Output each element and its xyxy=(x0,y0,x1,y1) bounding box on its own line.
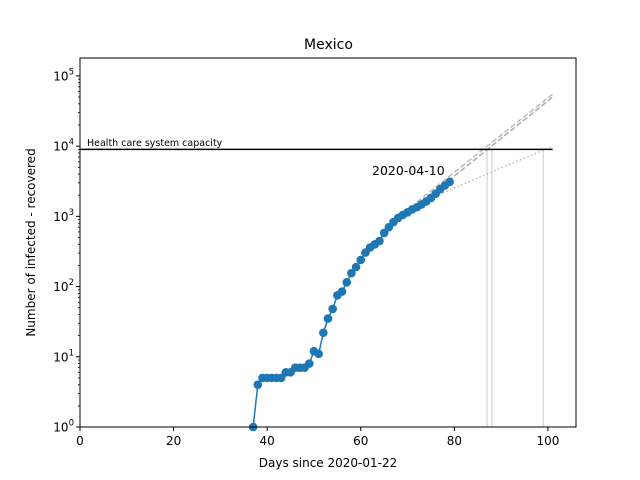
date-annotation: 2020-04-10 xyxy=(372,163,445,178)
y-axis-label: Number of infected - recovered xyxy=(24,148,38,336)
data-point xyxy=(304,359,314,368)
plot-area: Health care system capacity 2020-04-10 xyxy=(80,93,554,432)
data-point xyxy=(253,380,263,390)
x-axis-ticks: 0 20 40 60 80 100 xyxy=(76,427,559,448)
x-axis-label: Days since 2020-01-22 xyxy=(259,456,398,470)
data-point xyxy=(323,314,333,323)
data-point xyxy=(342,278,352,287)
data-point xyxy=(356,255,366,265)
data-point xyxy=(445,177,454,187)
data-point xyxy=(379,228,389,238)
data-point xyxy=(314,349,323,359)
x-tick-label: 20 xyxy=(166,434,181,448)
x-tick-label: 0 xyxy=(76,434,84,448)
series-line-0 xyxy=(252,181,451,428)
capacity-label: Health care system capacity xyxy=(87,138,223,149)
x-tick-label: 80 xyxy=(447,434,462,448)
data-point xyxy=(375,236,384,246)
chart-title: Mexico xyxy=(304,37,353,53)
y-axis-ticks: 100 101 102 103 104 105 xyxy=(53,67,80,435)
plot-frame xyxy=(79,57,577,428)
y-tick-label: 101 xyxy=(53,348,74,364)
y-tick-label: 103 xyxy=(53,208,74,224)
data-point xyxy=(328,304,337,314)
y-tick-label: 104 xyxy=(53,138,74,154)
projection-line-1 xyxy=(416,93,554,203)
y-tick-label: 102 xyxy=(53,278,74,294)
y-tick-label: 100 xyxy=(53,419,74,435)
data-point xyxy=(351,262,361,272)
y-tick-label: 105 xyxy=(53,67,74,83)
x-tick-label: 60 xyxy=(353,434,368,448)
data-point xyxy=(347,268,356,278)
x-tick-label: 100 xyxy=(536,434,559,448)
data-point xyxy=(319,328,328,338)
x-tick-label: 40 xyxy=(260,434,275,448)
data-point xyxy=(337,287,347,296)
